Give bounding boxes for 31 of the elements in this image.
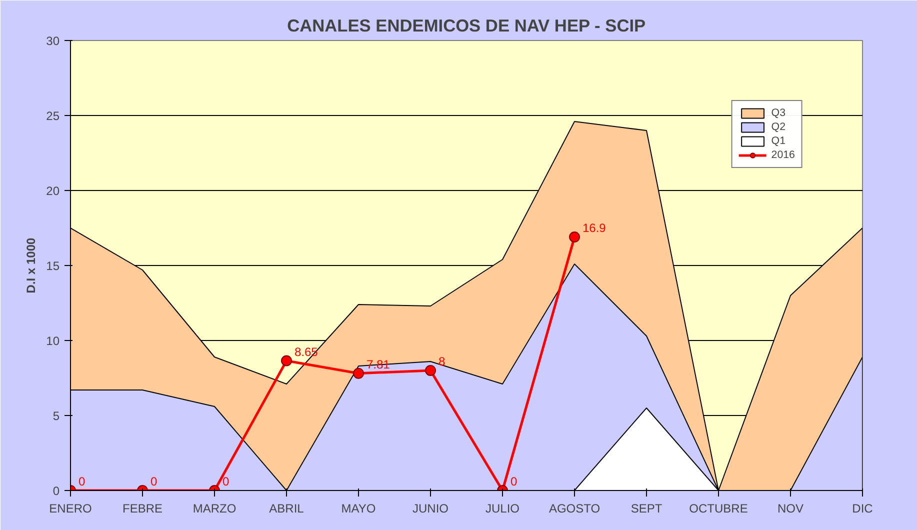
legend-label: 2016: [771, 149, 795, 161]
legend-label: Q3: [771, 107, 786, 119]
x-tick-label: AGOSTO: [548, 502, 600, 516]
y-axis-title: D.I x 1000: [24, 237, 38, 294]
x-tick-label: FEBRE: [122, 502, 163, 516]
y-tick-label: 0: [52, 484, 60, 498]
x-tick-label: JUNIO: [412, 502, 448, 516]
data-label: 0: [78, 474, 86, 488]
y-tick-label: 30: [46, 34, 60, 48]
x-tick-label: MARZO: [192, 502, 236, 516]
data-label: 0: [150, 474, 158, 488]
legend-label: Q1: [771, 135, 786, 147]
x-tick-label: JULIO: [485, 502, 520, 516]
chart-title: CANALES ENDEMICOS DE NAV HEP - SCIP: [287, 16, 646, 36]
y-tick-label: 5: [52, 409, 60, 423]
y-tick-label: 10: [46, 334, 60, 348]
y-tick-label: 25: [46, 109, 60, 123]
x-tick-label: DIC: [852, 502, 874, 516]
x-tick-label: NOV: [778, 502, 804, 516]
legend-label: Q2: [771, 121, 786, 133]
y-tick-label: 20: [46, 184, 60, 198]
x-tick-label: MAYO: [341, 502, 376, 516]
x-tick-label: ABRIL: [269, 502, 304, 516]
data-label: 16.9: [582, 221, 606, 235]
data-label: 8: [438, 354, 446, 368]
data-label: 0: [510, 474, 518, 488]
x-tick-label: ENERO: [49, 502, 92, 516]
x-tick-label: SEPT: [630, 502, 663, 516]
x-tick-label: OCTUBRE: [689, 502, 748, 516]
y-tick-label: 15: [46, 259, 60, 273]
data-label: 0: [222, 474, 230, 488]
